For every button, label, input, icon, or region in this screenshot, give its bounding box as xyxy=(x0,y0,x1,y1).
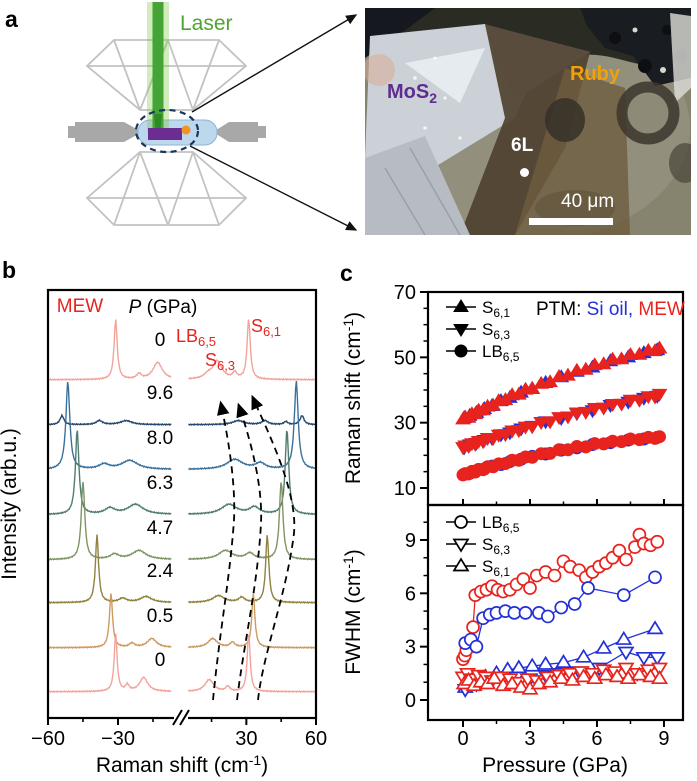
pressure-plots: 10 30 50 70 0 3 6 9 0 3 6 9 Pressure (GPa) Raman shif… xyxy=(340,282,685,777)
mos2-label: MoS2 xyxy=(387,81,438,106)
raman-spectra-plot: 0 9.6 8.0 6.3 4.7 2.4 0.5 0 −60 −30 30 60 Raman shif… xyxy=(0,288,327,777)
svg-text:9: 9 xyxy=(405,530,416,552)
svg-text:3: 3 xyxy=(524,728,535,750)
svg-text:S6,3: S6,3 xyxy=(205,350,235,373)
svg-text:50: 50 xyxy=(394,347,416,369)
svg-text:3: 3 xyxy=(405,637,416,659)
svg-text:0: 0 xyxy=(405,690,416,712)
measurement-dot-icon xyxy=(520,168,529,177)
layer-6l-label: 6L xyxy=(511,135,534,156)
dac-schematic: Laser xyxy=(68,2,266,226)
series-s6-1-mew xyxy=(455,340,668,425)
ruby-dot-icon xyxy=(181,125,191,135)
svg-text:P (GPa): P (GPa) xyxy=(129,297,198,318)
svg-text:Raman shift (cm-1): Raman shift (cm-1) xyxy=(96,752,268,777)
bottom-diamond-icon xyxy=(85,151,248,226)
svg-text:0: 0 xyxy=(457,728,468,750)
microscope-photo: MoS2 Ruby 6L 40 μm xyxy=(365,8,691,235)
svg-text:MEW: MEW xyxy=(57,296,104,317)
svg-text:−30: −30 xyxy=(101,728,135,750)
svg-text:2.4: 2.4 xyxy=(147,561,174,582)
svg-text:Raman shift (cm-1): Raman shift (cm-1) xyxy=(340,312,365,484)
svg-text:0: 0 xyxy=(155,650,166,671)
svg-text:8.0: 8.0 xyxy=(147,428,173,449)
series-lb6-5-mew xyxy=(456,430,667,482)
svg-text:9.6: 9.6 xyxy=(147,383,173,404)
photo-texture xyxy=(365,8,691,235)
svg-text:Pressure (GPa): Pressure (GPa) xyxy=(482,754,628,777)
svg-text:S6,1: S6,1 xyxy=(251,316,281,339)
scalebar-label: 40 μm xyxy=(561,191,615,212)
svg-text:S6,3: S6,3 xyxy=(482,320,510,342)
series-lb6-5-si-oil xyxy=(458,570,662,654)
panel-c-letter: c xyxy=(340,260,353,286)
svg-text:4.7: 4.7 xyxy=(147,518,173,539)
scalebar xyxy=(529,218,613,225)
svg-text:6: 6 xyxy=(591,728,602,750)
svg-text:PTM: Si oil, MEW: PTM: Si oil, MEW xyxy=(536,299,685,320)
svg-text:30: 30 xyxy=(235,728,257,750)
svg-text:LB6,5: LB6,5 xyxy=(482,342,520,364)
svg-text:LB6,5: LB6,5 xyxy=(482,513,520,535)
laser-label: Laser xyxy=(180,12,233,35)
svg-text:10: 10 xyxy=(394,478,416,500)
series-s6-3-mew xyxy=(455,388,668,456)
ruby-label: Ruby xyxy=(570,63,620,85)
peak-trace-arrows xyxy=(212,394,296,701)
svg-text:−60: −60 xyxy=(31,728,65,750)
arrow-to-photo-top xyxy=(191,14,358,113)
panel-a-letter: a xyxy=(5,6,18,32)
svg-text:S6,1: S6,1 xyxy=(482,298,510,320)
connector-arrows xyxy=(189,14,358,231)
svg-text:9: 9 xyxy=(658,728,669,750)
svg-text:S6,1: S6,1 xyxy=(482,557,510,579)
svg-text:S6,3: S6,3 xyxy=(482,535,510,557)
svg-text:6: 6 xyxy=(405,583,416,605)
svg-text:30: 30 xyxy=(394,413,416,435)
svg-text:6.3: 6.3 xyxy=(147,473,173,494)
zoom-region-ellipse xyxy=(134,108,200,154)
mos2-sample xyxy=(148,128,182,140)
svg-text:0.5: 0.5 xyxy=(147,606,173,627)
spectra-curves xyxy=(47,319,317,694)
series-lb6-5-mew xyxy=(456,527,665,666)
arrow-to-photo-bottom xyxy=(189,145,358,231)
svg-text:70: 70 xyxy=(394,282,416,304)
gasket-icon xyxy=(68,122,266,142)
svg-text:FWHM (cm-1): FWHM (cm-1) xyxy=(340,549,365,675)
svg-text:LB6,5: LB6,5 xyxy=(176,326,216,349)
panel-b-letter: b xyxy=(2,257,17,283)
svg-text:0: 0 xyxy=(155,330,166,351)
series-s6-1-mew xyxy=(455,666,669,695)
svg-text:Intensity (arb.u.): Intensity (arb.u.) xyxy=(0,428,21,580)
svg-text:60: 60 xyxy=(305,728,327,750)
